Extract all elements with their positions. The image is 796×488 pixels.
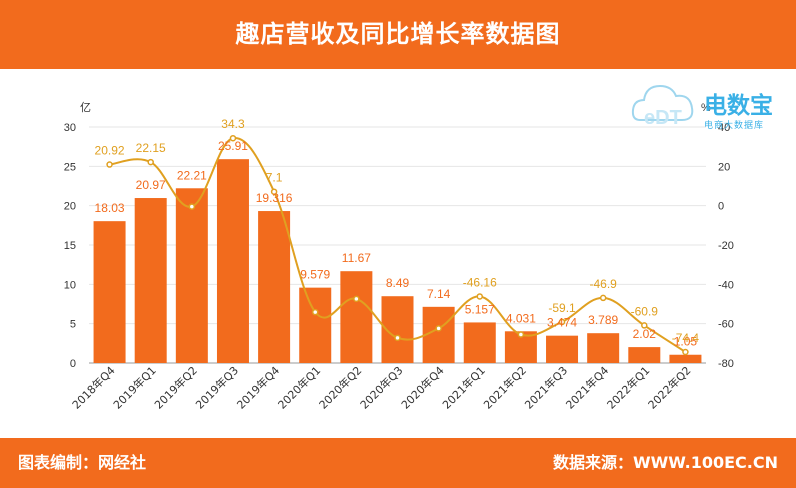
x-axis-tick-label: 2020年Q4: [398, 363, 447, 412]
bar: [669, 354, 702, 363]
right-axis-tick-label: 40: [718, 122, 730, 134]
bar: [216, 159, 249, 363]
growth-line: [109, 137, 686, 353]
x-axis-tick-label: 2019年Q1: [110, 363, 159, 412]
x-axis-tick-label: 2022年Q2: [645, 363, 694, 412]
bar-value-label: 2.02: [633, 327, 657, 341]
line-point: [682, 348, 689, 356]
x-axis-tick-label: 2020年Q1: [275, 363, 324, 412]
x-axis-tick-label: 2020年Q3: [357, 363, 406, 412]
logo: eDT 电数宝 电商大数据库: [630, 72, 790, 138]
x-axis-tick-label: 2021年Q1: [439, 363, 488, 412]
logo-name: 电数宝: [704, 93, 773, 119]
bar: [546, 335, 579, 363]
line-value-label: -46.16: [463, 275, 497, 289]
x-axis-tick-label: 2019年Q3: [193, 363, 242, 412]
footer-source: 数据来源：WWW.100EC.CN: [552, 453, 778, 472]
header-banner: 趣店营收及同比增长率数据图: [0, 0, 796, 69]
line-value-label: -46.9: [589, 277, 617, 291]
right-axis-tick-label: 0: [718, 201, 724, 213]
bar-value-label: 5.157: [465, 302, 495, 316]
line-point: [599, 294, 607, 302]
x-axis-tick-label: 2021年Q2: [480, 363, 529, 412]
bar-value-label: 22.21: [177, 168, 207, 182]
line-value-label: -60.9: [631, 304, 659, 318]
line-value-label: 20.92: [95, 144, 125, 158]
right-axis-unit: %: [701, 102, 711, 114]
logo-subtitle: 电商大数据库: [704, 121, 765, 131]
bar: [422, 306, 455, 363]
x-axis-tick-label: 2021年Q3: [522, 363, 571, 412]
x-axis-tick-label: 2019年Q4: [234, 363, 283, 412]
line-point: [270, 188, 278, 195]
bar-value-label: 18.03: [95, 201, 125, 215]
bar-value-label: 25.91: [218, 139, 248, 153]
bar-value-label: 3.789: [588, 313, 618, 327]
right-axis-tick-label: 20: [718, 161, 730, 173]
bar-value-label: 20.97: [136, 178, 166, 192]
bar: [587, 333, 620, 363]
bar: [93, 221, 126, 363]
line-point: [435, 325, 442, 332]
line-point: [394, 334, 401, 342]
left-axis-tick-label: 20: [64, 201, 76, 213]
left-axis-tick-label: 15: [64, 240, 76, 252]
line-point: [229, 134, 237, 142]
right-axis-tick-label: -60: [718, 319, 734, 331]
line-point: [641, 322, 648, 329]
x-axis-tick-label: 2020年Q2: [316, 363, 365, 412]
line-point: [106, 161, 113, 168]
x-axis-tick-label: 2022年Q1: [604, 363, 653, 412]
bar: [134, 198, 167, 363]
bar-value-label: 3.474: [547, 316, 577, 330]
bar-value-label: 11.67: [342, 251, 371, 265]
bar-value-label: 8.49: [386, 276, 410, 290]
line-point: [558, 318, 566, 326]
x-axis-tick-label: 2021年Q4: [563, 363, 612, 412]
bar: [258, 211, 291, 363]
line-value-label: 34.3: [221, 117, 245, 131]
bar: [299, 287, 332, 363]
line-point: [188, 203, 196, 210]
line-point: [353, 295, 360, 303]
bar: [628, 347, 661, 363]
left-axis-tick-label: 0: [70, 358, 76, 370]
bar-value-label: 7.14: [427, 287, 451, 301]
footer-editor: 图表编制：网经社: [18, 453, 147, 472]
line-point: [476, 293, 484, 300]
left-axis-tick-label: 10: [64, 279, 76, 291]
x-axis-tick-label: 2019年Q2: [151, 363, 200, 412]
left-axis-tick-label: 30: [64, 122, 76, 134]
line-point: [517, 331, 525, 338]
x-axis-tick-label: 2018年Q4: [69, 363, 118, 412]
logo-mark: eDT: [644, 107, 682, 129]
cloud-logo-icon: eDT: [631, 84, 694, 129]
right-axis-tick-label: -80: [718, 358, 734, 370]
bar: [175, 188, 208, 363]
bar-value-label: 1.05: [674, 335, 698, 349]
right-axis-tick-label: -40: [718, 279, 734, 291]
right-axis-tick-label: -20: [718, 240, 734, 252]
bar: [463, 322, 496, 363]
line-point: [311, 308, 319, 316]
line-value-label: 7.1: [266, 171, 283, 185]
bar-value-label: 4.031: [506, 311, 536, 325]
line-value-label: 22.15: [136, 141, 166, 155]
bar-value-label: 9.579: [300, 268, 330, 282]
footer-banner: 图表编制：网经社 数据来源：WWW.100EC.CN: [0, 438, 796, 488]
line-value-label: -59.1: [548, 301, 576, 315]
line-point: [147, 158, 154, 166]
chart-title: 趣店营收及同比增长率数据图: [235, 20, 561, 48]
bar: [340, 271, 373, 363]
combo-chart: 0 5 10 15 20 25 30 亿 -80 -60 -40 -20 0 20 40% 18.03 20.9…: [64, 101, 734, 412]
left-axis-tick-label: 25: [64, 161, 76, 173]
left-axis-tick-label: 5: [70, 319, 76, 331]
bar-value-label: 19.316: [256, 191, 293, 205]
line-value-label: -74.4: [672, 331, 700, 345]
left-axis-unit: 亿: [80, 101, 91, 114]
